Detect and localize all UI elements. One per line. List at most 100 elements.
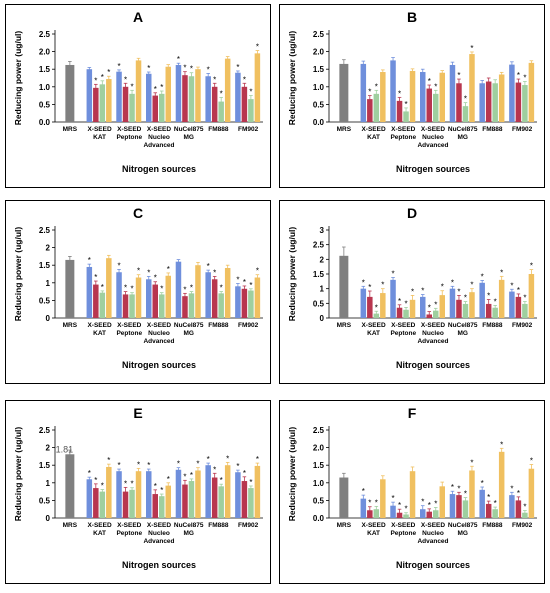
significance-mark: * xyxy=(124,284,127,293)
significance-mark: * xyxy=(88,469,91,478)
error-bar xyxy=(450,61,455,68)
bar xyxy=(409,471,416,518)
bar xyxy=(195,470,201,518)
y-axis-label: Reducing power (ug/ul) xyxy=(13,227,23,322)
error-bar xyxy=(510,491,514,498)
significance-mark: * xyxy=(441,283,444,292)
bar xyxy=(522,303,528,318)
bar xyxy=(254,53,261,122)
bar xyxy=(515,500,522,518)
y-tick-label: 1.5 xyxy=(39,461,51,470)
bar xyxy=(248,99,254,122)
significance-mark: * xyxy=(457,484,460,493)
error-bar xyxy=(381,69,385,75)
bar xyxy=(116,71,122,122)
x-tick-label: NuCel875 MG xyxy=(448,322,478,337)
error-bar xyxy=(107,75,111,82)
bar xyxy=(367,296,373,318)
bar xyxy=(159,496,165,518)
significance-mark: * xyxy=(487,493,490,502)
error-bar xyxy=(420,505,425,513)
bar xyxy=(433,310,439,318)
significance-mark: * xyxy=(124,75,127,84)
error-bar xyxy=(404,107,408,115)
error-bar xyxy=(153,281,158,288)
bar xyxy=(498,451,505,518)
bar xyxy=(373,93,380,122)
panel-title: A xyxy=(133,9,143,25)
x-tick-label: FM888 xyxy=(208,126,229,133)
error-bar xyxy=(480,280,484,286)
error-bar xyxy=(123,486,128,496)
bar xyxy=(205,76,211,122)
significance-mark: * xyxy=(213,465,216,474)
significance-mark: * xyxy=(481,272,484,281)
significance-mark: * xyxy=(160,486,163,495)
panel-title: E xyxy=(133,405,142,421)
y-tick-label: 1 xyxy=(46,279,51,288)
error-bar xyxy=(183,479,187,489)
significance-mark: * xyxy=(183,64,186,73)
bar xyxy=(218,101,224,122)
error-bar xyxy=(361,285,366,292)
significance-mark: * xyxy=(154,482,157,491)
bar xyxy=(469,292,475,318)
error-bar xyxy=(440,290,445,300)
significance-mark: * xyxy=(362,278,365,287)
error-bar xyxy=(249,288,253,293)
significance-mark: * xyxy=(434,499,437,508)
error-bar xyxy=(183,71,187,79)
significance-mark: * xyxy=(190,471,193,480)
error-bar xyxy=(480,80,484,87)
y-tick-label: 2 xyxy=(46,444,51,453)
bar xyxy=(248,488,254,518)
error-bar xyxy=(236,283,240,290)
significance-mark: * xyxy=(470,44,473,53)
significance-mark: * xyxy=(236,462,239,471)
error-bar xyxy=(463,301,468,307)
significance-mark: * xyxy=(375,303,378,312)
error-bar xyxy=(236,469,240,475)
bar xyxy=(241,86,248,122)
significance-mark: * xyxy=(117,261,120,270)
bar xyxy=(65,64,75,122)
error-bar xyxy=(249,485,253,491)
y-tick-label: 0 xyxy=(320,314,325,323)
error-bar xyxy=(433,89,438,98)
significance-mark: * xyxy=(183,285,186,294)
bar xyxy=(254,277,261,318)
error-bar xyxy=(457,491,461,498)
error-bar xyxy=(94,483,98,493)
bar xyxy=(492,83,498,122)
y-tick-label: 3 xyxy=(320,226,325,235)
error-bar xyxy=(529,464,534,473)
bar xyxy=(390,279,396,318)
significance-mark: * xyxy=(256,267,259,276)
error-bar xyxy=(166,482,171,489)
x-tick-label: X-SEED Nucleo Advanced xyxy=(143,522,174,545)
bar xyxy=(135,60,142,122)
bar xyxy=(339,477,349,518)
bar xyxy=(135,471,142,518)
significance-mark: * xyxy=(470,458,473,467)
y-tick-label: 1.5 xyxy=(39,261,51,270)
significance-mark: * xyxy=(500,268,503,277)
error-bar xyxy=(206,73,210,80)
error-bar xyxy=(255,462,260,469)
bar xyxy=(485,81,492,122)
y-tick-label: 0.5 xyxy=(313,100,325,109)
error-bar xyxy=(374,89,379,98)
error-bar xyxy=(176,259,181,264)
bar xyxy=(175,469,182,518)
bar xyxy=(380,72,386,122)
x-tick-label: NuCel875 MG xyxy=(174,126,204,141)
significance-mark: * xyxy=(226,454,229,463)
y-tick-label: 1.5 xyxy=(39,65,51,74)
error-bar xyxy=(68,61,72,69)
bar xyxy=(218,486,224,518)
significance-mark: * xyxy=(368,499,371,508)
error-bar xyxy=(176,467,181,472)
bar xyxy=(426,511,432,518)
significance-mark: * xyxy=(249,88,252,97)
